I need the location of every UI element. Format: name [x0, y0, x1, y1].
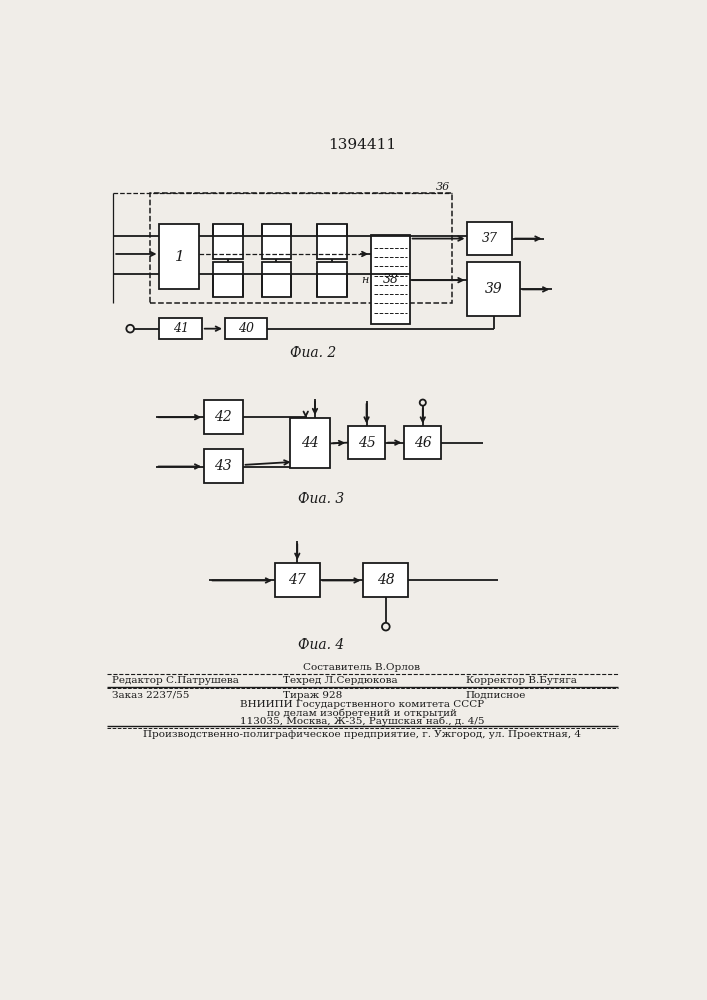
Text: 43: 43 [214, 459, 232, 473]
Text: ВНИИПИ Государственного комитета СССР: ВНИИПИ Государственного комитета СССР [240, 700, 484, 709]
Text: по делам изобретений и открытий: по делам изобретений и открытий [267, 708, 457, 718]
Text: 38: 38 [382, 273, 399, 286]
Bar [160, 224, 199, 289]
Bar [275, 563, 320, 597]
Text: 44: 44 [301, 436, 320, 450]
Bar [262, 262, 291, 297]
Bar [204, 449, 243, 483]
Text: 36: 36 [436, 182, 450, 192]
Text: Подписное: Подписное [466, 691, 526, 700]
Bar [467, 262, 520, 316]
Text: Фиа. 4: Фиа. 4 [298, 638, 344, 652]
Text: н: н [361, 275, 368, 285]
Text: Техред Л.Сердюкова: Техред Л.Сердюкова [283, 676, 397, 685]
Bar [291, 418, 330, 468]
Text: 1: 1 [175, 250, 185, 264]
Text: 39: 39 [485, 282, 503, 296]
Text: 113035, Москва, Ж-35, Раушская наб., д. 4/5: 113035, Москва, Ж-35, Раушская наб., д. … [240, 717, 484, 726]
Text: 40: 40 [238, 322, 254, 335]
Text: Корректор В.Бутяга: Корректор В.Бутяга [466, 676, 577, 685]
Text: 46: 46 [414, 436, 432, 450]
Bar [348, 426, 385, 459]
Text: 42: 42 [214, 410, 232, 424]
Text: Составитель В.Орлов: Составитель В.Орлов [303, 663, 421, 672]
Text: Фиа. 2: Фиа. 2 [291, 346, 337, 360]
Text: 45: 45 [358, 436, 375, 450]
Bar [317, 224, 346, 259]
Text: Заказ 2237/55: Заказ 2237/55 [112, 691, 189, 700]
Text: Фиа. 3: Фиа. 3 [298, 492, 344, 506]
Text: Тираж 928: Тираж 928 [283, 691, 342, 700]
Text: Редактор С.Патрушева: Редактор С.Патрушева [112, 676, 238, 685]
Bar [371, 235, 409, 324]
Text: 41: 41 [173, 322, 189, 335]
Text: 47: 47 [288, 573, 306, 587]
Bar [204, 400, 243, 434]
Bar [404, 426, 441, 459]
Text: Производственно-полиграфическое предприятие, г. Ужгород, ул. Проектная, 4: Производственно-полиграфическое предприя… [143, 730, 581, 739]
Bar [160, 318, 201, 339]
Bar [150, 193, 452, 303]
Bar [225, 318, 267, 339]
Bar [214, 262, 243, 297]
Text: 37: 37 [481, 232, 498, 245]
Bar [262, 224, 291, 259]
Bar [317, 262, 346, 297]
Bar [214, 224, 243, 259]
Text: 48: 48 [377, 573, 395, 587]
Bar [467, 222, 512, 255]
Bar [363, 563, 408, 597]
Text: 1394411: 1394411 [328, 138, 396, 152]
